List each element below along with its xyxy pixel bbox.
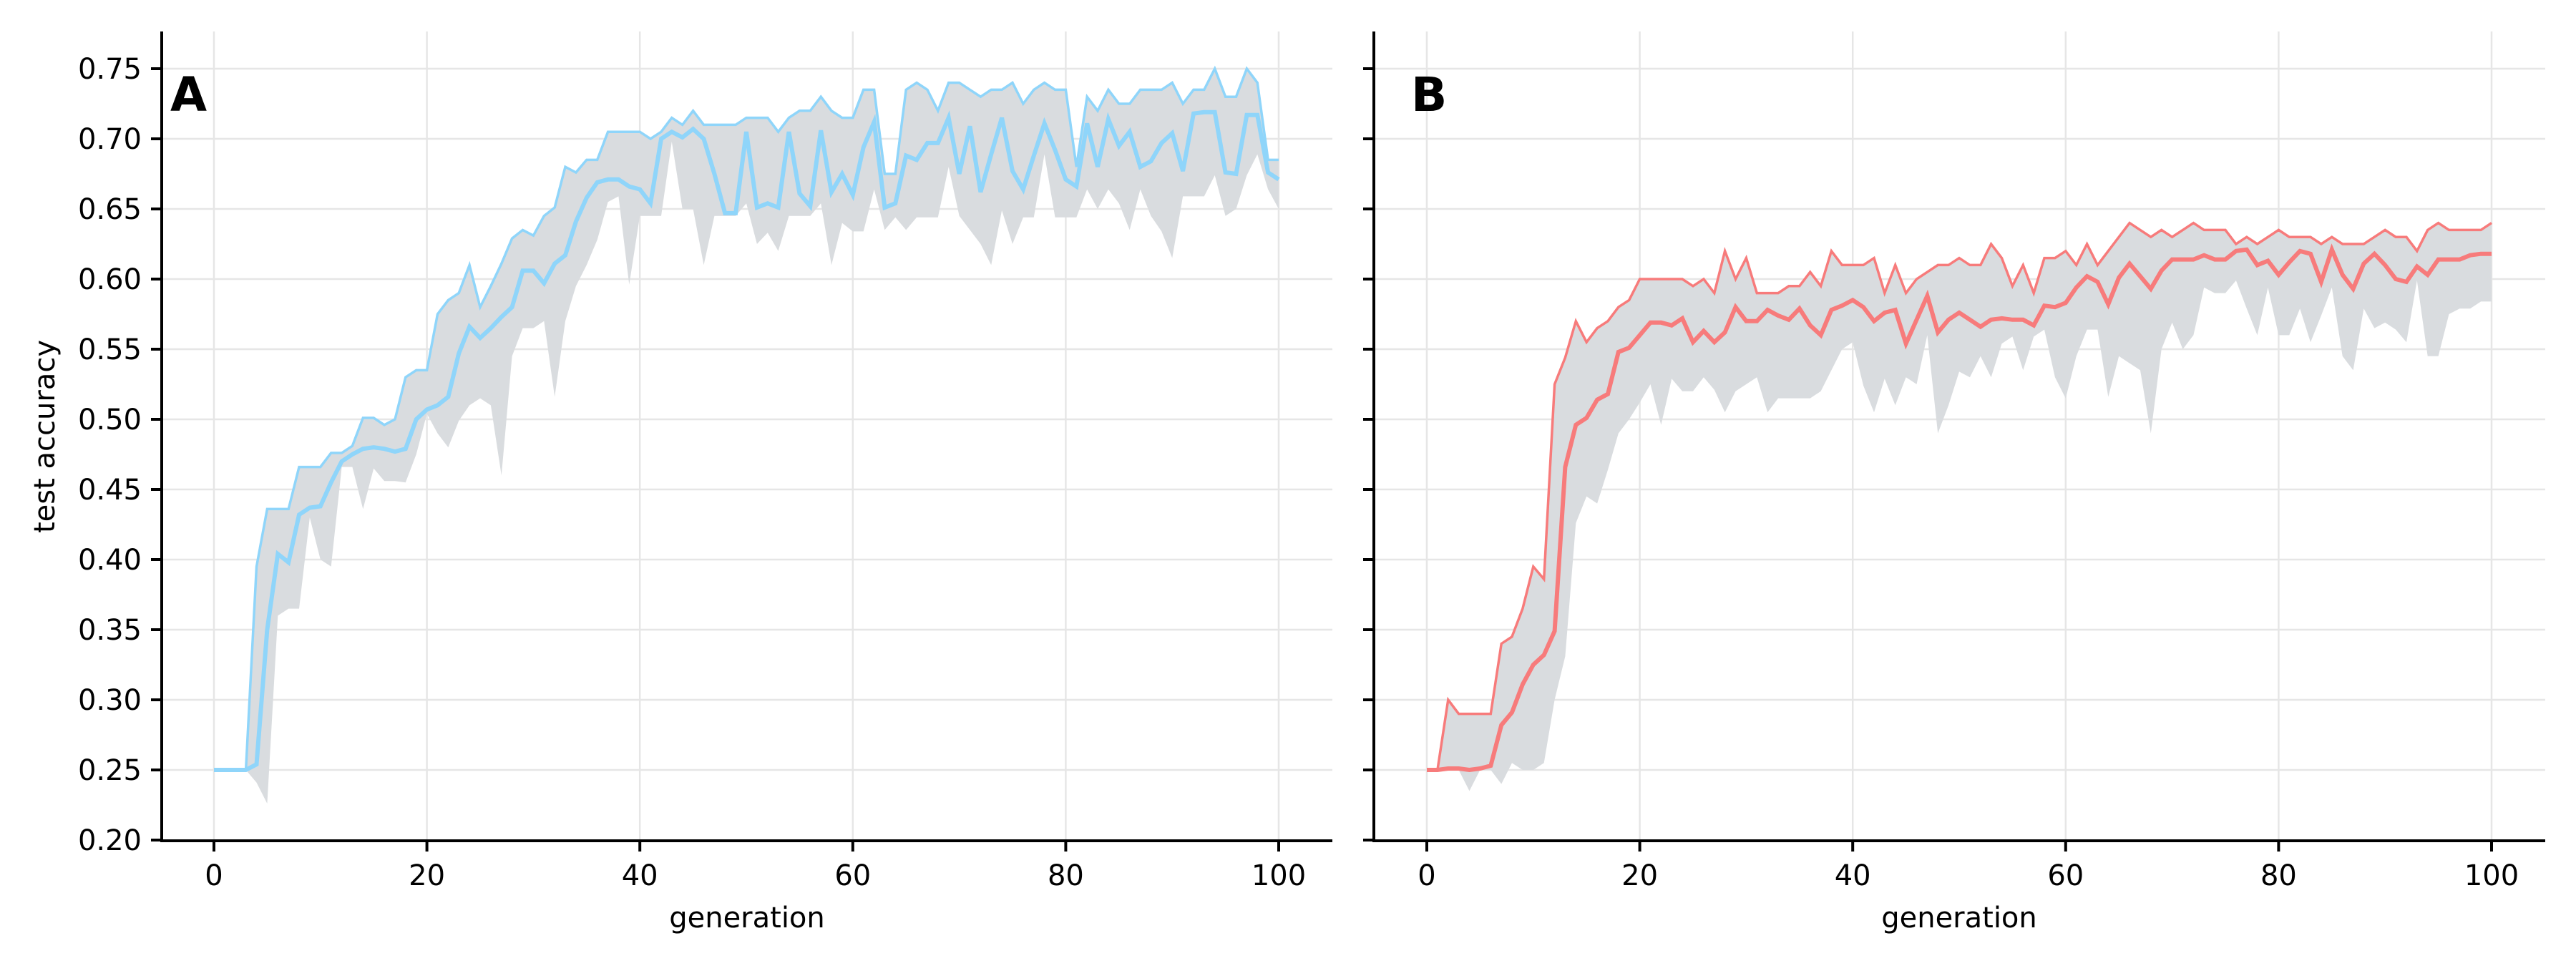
y-tick-label: 0.70 bbox=[78, 123, 142, 156]
x-tick-label: 0 bbox=[1418, 859, 1435, 892]
y-tick-label: 0.35 bbox=[78, 614, 142, 647]
panel-a-upper-line bbox=[214, 65, 1279, 771]
y-tick-label: 0.50 bbox=[78, 404, 142, 436]
x-tick-label: 60 bbox=[834, 859, 871, 892]
x-tick-label: 60 bbox=[2047, 859, 2084, 892]
y-tick-label: 0.55 bbox=[78, 333, 142, 366]
x-tick-label: 80 bbox=[1048, 859, 1084, 892]
x-tick-label: 20 bbox=[1621, 859, 1658, 892]
panel-b-label: B bbox=[1411, 67, 1447, 122]
y-tick-label: 0.45 bbox=[78, 474, 142, 507]
x-tick-label: 40 bbox=[622, 859, 658, 892]
panel-a-xlabel: generation bbox=[669, 902, 825, 935]
x-tick-label: 40 bbox=[1835, 859, 1871, 892]
panel-a: 0 20 40 60 80 100 0.20 0.25 0.30 0.35 0.40 0.45 0.50… bbox=[29, 31, 1332, 935]
panel-b-axes: 0 20 40 60 80 100 bbox=[1363, 31, 2545, 892]
panel-a-mean-line bbox=[214, 109, 1280, 772]
y-tick-label: 0.65 bbox=[78, 193, 142, 226]
y-tick-label: 0.20 bbox=[78, 824, 142, 857]
y-tick-label: 0.30 bbox=[78, 684, 142, 717]
x-tick-label: 80 bbox=[2260, 859, 2297, 892]
y-tick-label: 0.75 bbox=[78, 53, 142, 86]
panel-b: 0 20 40 60 80 100 B generation bbox=[1363, 31, 2545, 935]
x-tick-label: 100 bbox=[1252, 859, 1306, 892]
panel-a-range-band bbox=[214, 69, 1279, 804]
y-axis-label: test accuracy bbox=[29, 340, 62, 533]
x-tick-label: 0 bbox=[205, 859, 223, 892]
y-tick-label: 0.25 bbox=[78, 754, 142, 787]
panel-b-xlabel: generation bbox=[1881, 902, 2037, 935]
x-tick-label: 100 bbox=[2464, 859, 2519, 892]
y-tick-label: 0.40 bbox=[78, 544, 142, 577]
panel-a-axes: 0 20 40 60 80 100 0.20 0.25 0.30 0.35 0.40 0.45 0.50… bbox=[78, 31, 1332, 892]
panel-b-grid bbox=[1374, 31, 2545, 841]
y-tick-label: 0.60 bbox=[78, 263, 142, 296]
panel-b-range-band bbox=[1427, 223, 2492, 791]
x-tick-label: 20 bbox=[409, 859, 445, 892]
panel-b-mean-line bbox=[1427, 243, 2492, 773]
panel-a-label: A bbox=[170, 67, 207, 122]
panel-b-upper-line bbox=[1427, 221, 2492, 771]
